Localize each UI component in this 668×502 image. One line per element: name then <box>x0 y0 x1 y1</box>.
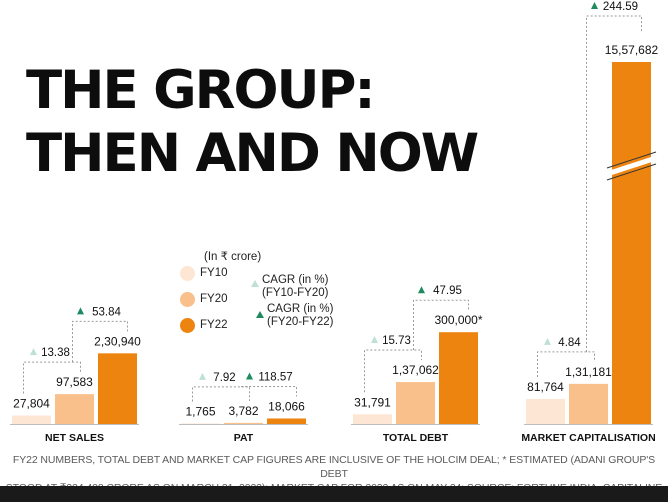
cagr1-value-net-sales: 13.38 <box>41 347 70 359</box>
category-label-pat: PAT <box>234 432 254 444</box>
legend-label-fy22: FY22 <box>200 319 228 331</box>
cagr2-bracket-total-debt <box>413 299 469 351</box>
value-label-pat-fy22: 18,066 <box>268 399 305 413</box>
cagr2-marker-pat <box>246 372 253 380</box>
cagr1-bracket-market-capitalisation <box>537 351 595 377</box>
cagr2-value-total-debt: 47.95 <box>433 285 462 297</box>
bar-total-debt-fy20 <box>396 382 435 424</box>
legend-cagr2-line1: CAGR (in %) <box>267 303 334 315</box>
category-label-market-capitalisation: MARKET CAPITALISATION <box>521 432 655 444</box>
value-label-pat-fy20: 3,782 <box>228 404 258 418</box>
legend-swatch-fy22 <box>180 318 195 333</box>
bar-market-capitalisation-fy10 <box>526 398 565 424</box>
cagr2-marker-market-capitalisation <box>591 2 598 9</box>
cagr2-value-market-capitalisation: 244.59 <box>603 1 638 13</box>
value-label-market-capitalisation-fy22: 15,57,682 <box>605 43 659 57</box>
value-label-total-debt-fy10: 31,791 <box>354 395 391 409</box>
title-line-1: THE GROUP: <box>26 60 376 121</box>
value-label-market-capitalisation-fy10: 81,764 <box>527 380 564 394</box>
value-label-net-sales-fy10: 27,804 <box>13 396 50 410</box>
cagr1-bracket-total-debt <box>364 349 422 393</box>
value-label-total-debt-fy20: 1,37,062 <box>392 363 439 377</box>
axis-break-line-b <box>606 163 657 181</box>
legend-swatch-fy10 <box>180 266 195 281</box>
bar-pat-fy20 <box>224 422 263 424</box>
cagr1-value-market-capitalisation: 4.84 <box>558 337 581 349</box>
legend-unit: (In ₹ crore) <box>204 251 262 263</box>
value-label-net-sales-fy22: 2,30,940 <box>94 334 141 348</box>
title-line-2: THEN AND NOW <box>26 123 479 184</box>
cagr1-bracket-pat <box>192 386 250 402</box>
legend-cagr1-line2: (FY10-FY20) <box>262 287 329 299</box>
legend-label-fy10: FY10 <box>200 267 228 279</box>
bar-total-debt-fy22 <box>439 332 478 424</box>
cagr2-marker-total-debt <box>418 286 425 294</box>
bar-total-debt-fy10 <box>353 414 392 424</box>
value-label-total-debt-fy22: 300,000* <box>434 313 482 327</box>
value-label-net-sales-fy20: 97,583 <box>56 375 93 389</box>
footnote-line-1: FY22 NUMBERS, TOTAL DEBT AND MARKET CAP … <box>12 454 656 480</box>
cagr2-bracket-pat <box>241 385 297 397</box>
cagr1-marker-net-sales <box>30 348 37 356</box>
value-label-pat-fy10: 1,765 <box>185 404 215 418</box>
category-label-total-debt: TOTAL DEBT <box>383 432 449 444</box>
cagr1-marker-pat <box>199 372 206 380</box>
legend-cagr2-line2: (FY20-FY22) <box>267 316 334 328</box>
legend-cagr-light-marker <box>251 280 259 287</box>
cagr2-bracket-net-sales <box>72 320 128 363</box>
value-label-market-capitalisation-fy20: 1,31,181 <box>565 365 612 379</box>
cagr1-marker-market-capitalisation <box>544 337 551 345</box>
cagr2-value-pat: 118.57 <box>258 371 292 383</box>
category-label-net-sales: NET SALES <box>45 432 104 444</box>
cagr1-bracket-net-sales <box>23 361 81 394</box>
bar-pat-fy22 <box>267 418 306 424</box>
legend-label-fy20: FY20 <box>200 293 228 305</box>
bar-pat-fy10 <box>181 423 220 424</box>
legend-cagr1-line1: CAGR (in %) <box>262 274 329 286</box>
bar-market-capitalisation-fy22 <box>612 62 651 424</box>
bar-net-sales-fy10 <box>12 415 51 424</box>
bar-market-capitalisation-fy20 <box>569 383 608 424</box>
bottom-band <box>0 486 668 502</box>
cagr1-value-total-debt: 15.73 <box>382 335 411 347</box>
cagr1-marker-total-debt <box>371 336 378 344</box>
axis-break-gap <box>606 155 657 177</box>
cagr1-value-pat: 7.92 <box>213 372 235 384</box>
cagr2-value-net-sales: 53.84 <box>92 306 121 318</box>
bar-net-sales-fy22 <box>98 353 137 424</box>
legend-swatch-fy20 <box>180 292 195 307</box>
axis-break-line-a <box>606 151 657 169</box>
cagr2-marker-net-sales <box>77 307 84 315</box>
legend-cagr-dark-marker <box>256 311 264 318</box>
bar-net-sales-fy20 <box>55 394 94 424</box>
